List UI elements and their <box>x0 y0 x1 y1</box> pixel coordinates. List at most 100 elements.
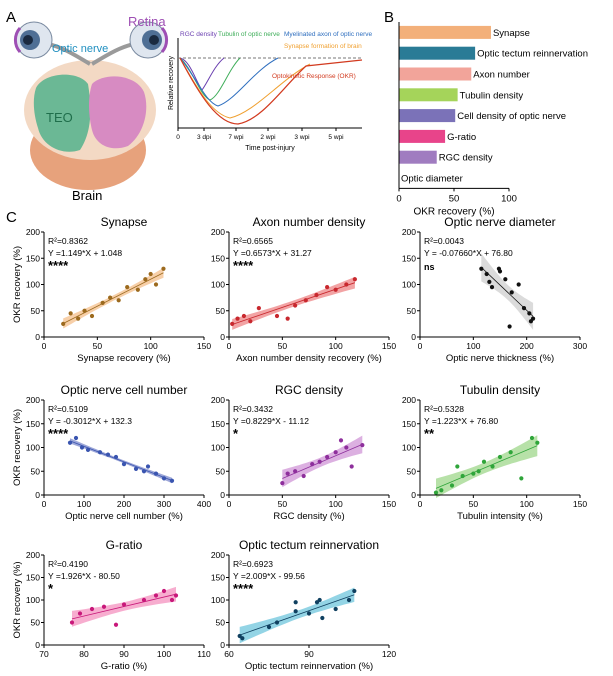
bar-g-ratio <box>399 129 446 143</box>
data-point <box>481 459 487 464</box>
data-point <box>161 266 166 271</box>
x-tick-label: 100 <box>520 499 534 509</box>
x-tick-label: 150 <box>573 499 587 509</box>
x-tick-label: 100 <box>77 499 91 509</box>
plot-title: RGC density <box>275 383 343 397</box>
data-point <box>113 622 119 627</box>
y-tick-label: 50 <box>407 306 417 316</box>
data-point <box>105 452 111 457</box>
synapse-formation-curve-label: Synapse formation of brain <box>284 43 362 50</box>
data-point <box>280 481 285 486</box>
data-point <box>479 266 484 271</box>
y-tick-label: 200 <box>402 227 416 237</box>
data-point <box>314 292 319 298</box>
schematic-y-axis-label: Relative recovery <box>168 55 175 110</box>
x-tick-label: 50 <box>278 499 288 509</box>
data-point <box>301 473 306 479</box>
x-tick-label: 0 <box>418 341 423 351</box>
data-point <box>148 271 153 277</box>
data-point <box>476 469 481 474</box>
y-tick-label: 0 <box>35 640 40 650</box>
data-point <box>521 306 527 311</box>
data-point <box>274 620 280 625</box>
data-point <box>346 597 352 603</box>
x-tick-label: 200 <box>520 341 534 351</box>
data-point <box>153 593 159 598</box>
data-point <box>516 282 521 287</box>
plot-title: Axon number density <box>253 215 366 229</box>
x-tick-label: 150 <box>382 341 396 351</box>
y-tick-label: 50 <box>216 618 226 628</box>
bar-label: Cell density of optic nerve <box>457 111 566 122</box>
data-point <box>320 615 325 621</box>
data-point <box>133 466 139 471</box>
y-tick-label: 100 <box>26 595 40 605</box>
y-tick-label: 0 <box>35 332 40 342</box>
x-tick-label: 60 <box>224 649 234 659</box>
data-point <box>529 435 535 441</box>
myelinated-axon-curve-label: Myelinated axon of optic nerve <box>284 31 373 38</box>
scatter-plot-tectum: Optic tectum reinnervation 0 50 100 150 200 60… <box>211 538 397 672</box>
y-tick-label: 50 <box>31 466 41 476</box>
regression-equation-label: Y =0.8229*X - 11.12 <box>233 416 309 426</box>
data-point <box>344 445 349 450</box>
x-tick-label: 0 <box>418 499 423 509</box>
data-point <box>67 440 73 445</box>
data-point <box>248 319 253 324</box>
eye-left-pupil-shape <box>23 35 33 45</box>
significance-label: **** <box>48 258 69 273</box>
data-point <box>489 285 495 290</box>
rgc-density-curve-label: RGC density <box>180 31 218 38</box>
data-point <box>100 300 105 305</box>
significance-label: ns <box>424 262 435 272</box>
y-tick-label: 0 <box>220 332 225 342</box>
data-point <box>317 459 322 464</box>
y-tick-label: 150 <box>402 419 416 429</box>
data-point <box>61 321 66 326</box>
data-point <box>169 478 175 483</box>
y-tick-label: 150 <box>26 573 40 583</box>
x-tick-label: 150 <box>382 499 396 509</box>
data-point <box>310 462 315 467</box>
myelinated-axon-curve <box>179 57 279 107</box>
y-tick-label: 100 <box>26 280 40 290</box>
regression-equation-label: Y = -0.07660*X + 76.80 <box>424 248 513 258</box>
bar-x-tick-label: 50 <box>449 193 460 204</box>
schematic-x-tick-label: 3 dpi <box>197 134 211 141</box>
x-axis-label: Axon number density recovery (%) <box>236 353 382 364</box>
y-tick-label: 150 <box>26 419 40 429</box>
data-point <box>519 476 524 481</box>
x-tick-label: 150 <box>197 341 211 351</box>
bar-x-tick-label: 0 <box>396 193 401 204</box>
data-point <box>338 438 344 443</box>
r-squared-label: R²=0.8362 <box>48 236 88 246</box>
data-point <box>108 295 113 300</box>
x-tick-label: 70 <box>39 649 49 659</box>
x-tick-label: 50 <box>93 341 103 351</box>
data-point <box>145 464 151 469</box>
y-tick-label: 200 <box>211 550 225 560</box>
significance-label: * <box>233 426 239 441</box>
bar-cell-density-of-optic-nerve <box>399 109 456 123</box>
bar-label: RGC density <box>439 153 493 164</box>
y-tick-label: 0 <box>411 490 416 500</box>
data-point <box>101 604 107 609</box>
x-tick-label: 300 <box>157 499 171 509</box>
x-axis-label: Optic nerve thickness (%) <box>446 353 554 364</box>
data-point <box>325 285 330 290</box>
x-tick-label: 90 <box>304 649 314 659</box>
significance-label: **** <box>233 258 254 273</box>
x-tick-label: 0 <box>227 499 232 509</box>
data-point <box>235 316 240 321</box>
significance-label: * <box>48 581 54 596</box>
y-tick-label: 50 <box>31 306 41 316</box>
y-tick-label: 200 <box>26 227 40 237</box>
regression-line <box>282 444 363 479</box>
data-point <box>173 593 179 598</box>
optic-nerve-label: Optic nerve <box>52 43 108 55</box>
data-point <box>79 445 85 450</box>
x-tick-label: 100 <box>466 341 480 351</box>
data-point <box>153 471 159 476</box>
x-tick-label: 50 <box>278 341 288 351</box>
y-tick-label: 200 <box>402 395 416 405</box>
